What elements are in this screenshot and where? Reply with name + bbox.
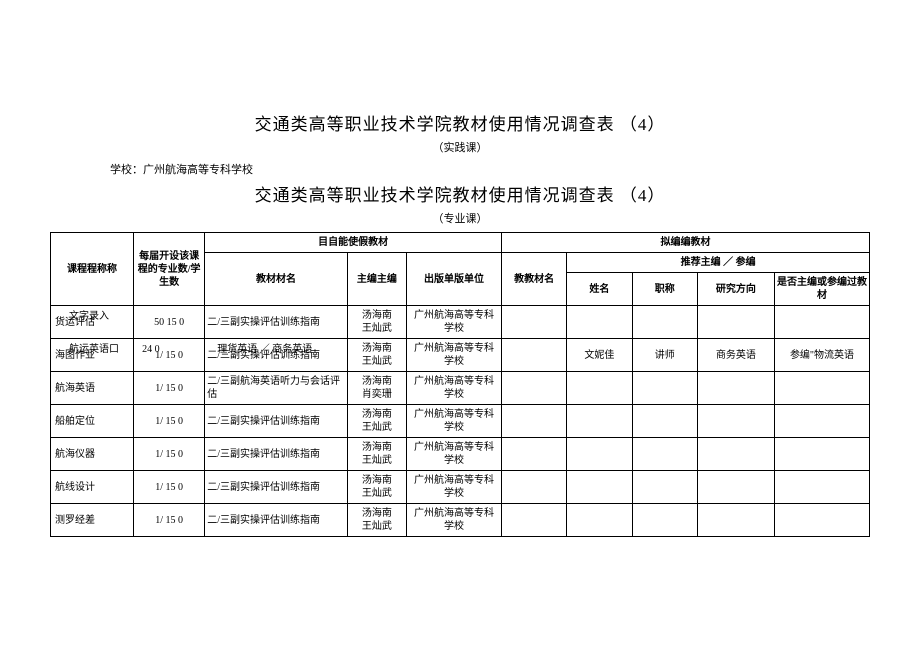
cell-course: 测罗经差	[51, 504, 134, 537]
th-rec-field: 研究方向	[697, 273, 774, 306]
cell-count: 1/ 15 0	[134, 504, 205, 537]
table-row: 测罗经差1/ 15 0二/三副实操评估训练指南汤海南王灿武广州航海高等专科学校	[51, 504, 870, 537]
cell-rec-field	[697, 438, 774, 471]
cell-textbook: 二/三副实操评估训练指南	[205, 405, 347, 438]
cell-course: 货运评估文字录入	[51, 306, 134, 339]
cell-rec-past	[774, 306, 869, 339]
cell-rec-past	[774, 405, 869, 438]
cell-rec-title	[632, 405, 697, 438]
table-row: 船舶定位1/ 15 0二/三副实操评估训练指南汤海南王灿武广州航海高等专科学校	[51, 405, 870, 438]
subtitle-2: （专业课）	[50, 210, 870, 226]
table-row: 海图作业航运英语口1/ 15 024 0二/三副实操评估训练指南理货英语 ／ 商…	[51, 339, 870, 372]
cell-rec-title	[632, 504, 697, 537]
cell-rec-title	[632, 306, 697, 339]
th-rec-title: 职称	[632, 273, 697, 306]
cell-editor: 汤海南王灿武	[347, 438, 406, 471]
cell-publisher: 广州航海高等专科学校	[407, 471, 502, 504]
th-publisher: 出版单版单位	[407, 253, 502, 306]
cell-publisher: 广州航海高等专科学校	[407, 339, 502, 372]
cell-planned-name	[502, 339, 567, 372]
cell-editor: 汤海南王灿武	[347, 504, 406, 537]
cell-rec-title	[632, 438, 697, 471]
cell-textbook: 二/三副实操评估训练指南	[205, 306, 347, 339]
cell-count: 50 15 0	[134, 306, 205, 339]
cell-course: 航线设计	[51, 471, 134, 504]
cell-rec-field: 商务英语	[697, 339, 774, 372]
cell-planned-name	[502, 372, 567, 405]
th-current-group: 目自能使假教材	[205, 233, 502, 253]
cell-editor: 汤海南王灿武	[347, 339, 406, 372]
cell-textbook: 二/三副实操评估训练指南理货英语 ／ 商务英语	[205, 339, 347, 372]
cell-rec-title: 讲师	[632, 339, 697, 372]
cell-publisher: 广州航海高等专科学校	[407, 372, 502, 405]
table-row: 航海英语1/ 15 0二/三副航海英语听力与会话评估汤海南肖奕珊广州航海高等专科…	[51, 372, 870, 405]
cell-planned-name	[502, 405, 567, 438]
th-rec-group: 推荐主编 ／ 参编	[567, 253, 870, 273]
cell-course: 海图作业航运英语口	[51, 339, 134, 372]
cell-count: 1/ 15 0	[134, 471, 205, 504]
cell-count: 1/ 15 0	[134, 438, 205, 471]
cell-rec-name	[567, 306, 632, 339]
cell-rec-past	[774, 471, 869, 504]
subtitle-1: （实践课）	[50, 139, 870, 155]
table-row: 货运评估文字录入50 15 0二/三副实操评估训练指南汤海南王灿武广州航海高等专…	[51, 306, 870, 339]
cell-rec-title	[632, 372, 697, 405]
th-textbook-name: 教材材名	[205, 253, 347, 306]
cell-rec-past	[774, 372, 869, 405]
cell-planned-name	[502, 504, 567, 537]
cell-textbook: 二/三副实操评估训练指南	[205, 504, 347, 537]
cell-rec-past	[774, 438, 869, 471]
cell-rec-field	[697, 405, 774, 438]
cell-course: 船舶定位	[51, 405, 134, 438]
title-line-1: 交通类高等职业技术学院教材使用情况调查表 （4）	[50, 110, 870, 135]
cell-editor: 汤海南王灿武	[347, 471, 406, 504]
cell-rec-past: 参编"物流英语	[774, 339, 869, 372]
cell-rec-name	[567, 372, 632, 405]
th-planned-group: 拟编编教材	[502, 233, 870, 253]
cell-rec-name: 文妮佳	[567, 339, 632, 372]
cell-rec-field	[697, 372, 774, 405]
cell-count: 1/ 15 0	[134, 405, 205, 438]
cell-rec-name	[567, 471, 632, 504]
cell-rec-name	[567, 438, 632, 471]
cell-publisher: 广州航海高等专科学校	[407, 504, 502, 537]
cell-publisher: 广州航海高等专科学校	[407, 438, 502, 471]
cell-textbook: 二/三副实操评估训练指南	[205, 438, 347, 471]
document-page: 交通类高等职业技术学院教材使用情况调查表 （4） （实践课） 学校：广州航海高等…	[0, 0, 920, 651]
table-body: 货运评估文字录入50 15 0二/三副实操评估训练指南汤海南王灿武广州航海高等专…	[51, 306, 870, 537]
cell-editor: 汤海南肖奕珊	[347, 372, 406, 405]
survey-table: 课程程称称 每届开设该课程的专业数/学生数 目自能使假教材 拟编编教材 教材材名…	[50, 232, 870, 537]
cell-textbook: 二/三副实操评估训练指南	[205, 471, 347, 504]
table-row: 航线设计1/ 15 0二/三副实操评估训练指南汤海南王灿武广州航海高等专科学校	[51, 471, 870, 504]
cell-publisher: 广州航海高等专科学校	[407, 405, 502, 438]
title-line-2: 交通类高等职业技术学院教材使用情况调查表 （4）	[50, 181, 870, 206]
cell-rec-past	[774, 504, 869, 537]
th-planned-name: 教教材名	[502, 253, 567, 306]
cell-editor: 汤海南王灿武	[347, 405, 406, 438]
cell-rec-field	[697, 504, 774, 537]
cell-course: 航海英语	[51, 372, 134, 405]
cell-planned-name	[502, 306, 567, 339]
cell-rec-name	[567, 405, 632, 438]
cell-count: 1/ 15 0	[134, 372, 205, 405]
cell-planned-name	[502, 438, 567, 471]
cell-editor: 汤海南王灿武	[347, 306, 406, 339]
cell-publisher: 广州航海高等专科学校	[407, 306, 502, 339]
th-course-name: 课程程称称	[51, 233, 134, 306]
cell-rec-field	[697, 306, 774, 339]
th-major-count: 每届开设该课程的专业数/学生数	[134, 233, 205, 306]
th-rec-name: 姓名	[567, 273, 632, 306]
cell-rec-title	[632, 471, 697, 504]
cell-rec-name	[567, 504, 632, 537]
cell-count: 1/ 15 024 0	[134, 339, 205, 372]
cell-textbook: 二/三副航海英语听力与会话评估	[205, 372, 347, 405]
table-row: 航海仪器1/ 15 0二/三副实操评估训练指南汤海南王灿武广州航海高等专科学校	[51, 438, 870, 471]
school-label: 学校：广州航海高等专科学校	[110, 161, 870, 177]
cell-course: 航海仪器	[51, 438, 134, 471]
cell-rec-field	[697, 471, 774, 504]
th-chief-editor: 主编主编	[347, 253, 406, 306]
th-rec-past: 是否主编或参编过教材	[774, 273, 869, 306]
cell-planned-name	[502, 471, 567, 504]
